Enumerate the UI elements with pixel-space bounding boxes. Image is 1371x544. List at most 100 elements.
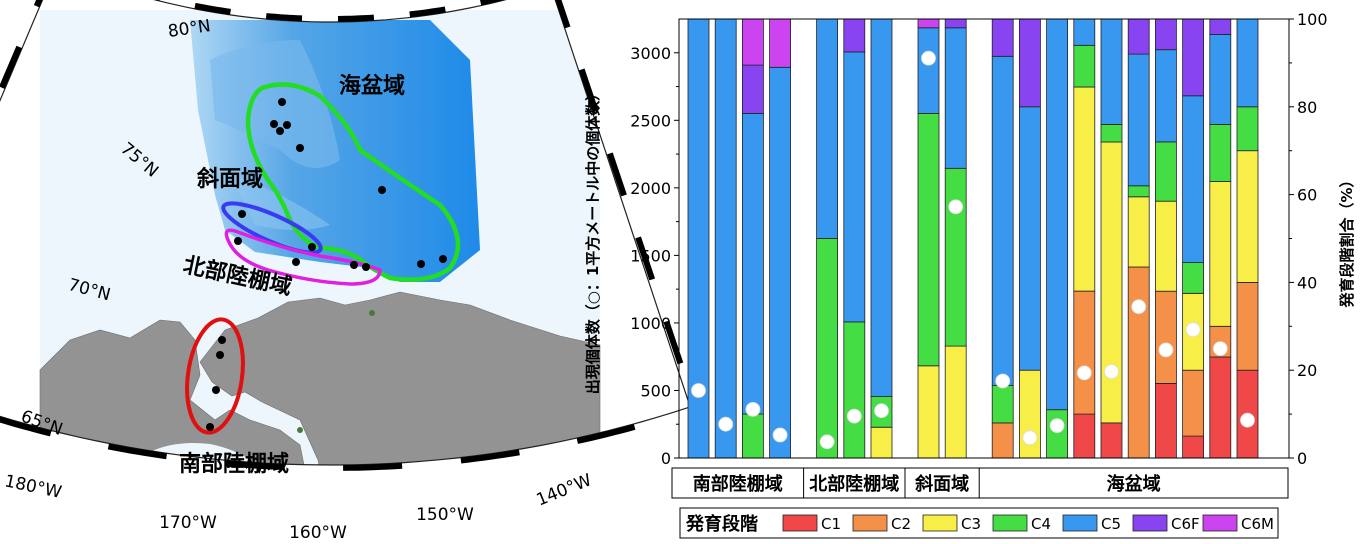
frame-dash [0,45,22,89]
bar-segment-c4 [1182,262,1204,294]
frame-dash [33,0,43,8]
frame-dash [460,449,520,464]
legend-swatch-c1 [782,514,818,532]
legend-swatch-c6f [1132,514,1168,532]
count-marker [718,416,734,432]
siberia-land [39,319,311,465]
count-marker [745,401,761,417]
bar-segment-c6f [843,18,866,53]
lon-label-160: 160°W [289,523,347,543]
bar-segment-c5 [1155,49,1177,143]
bar-segment-c6f [1209,18,1232,35]
bar-segment-c4 [1127,185,1150,198]
count-marker [921,50,936,66]
count-marker [1104,364,1119,380]
group-label: 北部陸棚域 [809,473,899,495]
y-tick-label: 0 [661,449,671,468]
legend-label-c6m: C6M [1241,515,1274,533]
frame-dash [265,13,303,22]
legend-swatch-c4 [992,514,1028,532]
legend-swatch-c2 [852,514,888,532]
y-axis-left: 0 500 1000 1500 2000 2500 3000 [630,44,679,468]
north-shelf-region-outline [224,228,382,286]
frame-dash [409,6,446,18]
bar-segment-c3 [1209,180,1232,327]
bar-segment-c6f [1127,18,1150,55]
lon-label-180: 180°W [3,471,64,503]
count-markers-layer [691,50,1255,450]
bar-segment-c4 [1100,124,1123,143]
y2-tick-label: 40 [1297,273,1317,292]
legend-label-c2: C2 [891,515,911,533]
bar-segment-c1 [1073,413,1096,459]
island-marker [297,427,303,433]
group-label-bar: 南部陸棚域 北部陸棚域 斜面域 海盆域 [671,467,1289,499]
legend-label-c1: C1 [821,515,841,533]
bar-segment-c6f [1182,18,1204,97]
bar-segment-c4 [1073,44,1096,88]
bar-segment-c6m [769,18,791,68]
bar-segment-c6f [742,64,764,114]
bar-segment-c6m [917,18,940,29]
count-marker [1158,342,1174,358]
bar-segment-c3 [1127,196,1150,268]
frame-dashes [0,0,684,471]
bar-segment-c6f [1155,18,1177,51]
y-tick-label: 1000 [630,314,671,333]
frame-dash [337,14,375,22]
bar-segment-c3 [870,426,893,459]
count-marker [1212,341,1228,357]
bar-segment-c4 [742,413,764,459]
south-shelf-region-label: 南部陸棚域 [179,451,289,477]
legend-label-c5: C5 [1101,515,1121,533]
frame-dash [194,2,231,15]
y2-tick-label: 20 [1297,361,1317,380]
legend-label-c3: C3 [961,515,981,533]
frame-dash [0,416,52,437]
bar-segment-c4 [1155,141,1177,202]
bar-segment-c2 [1127,266,1150,459]
station-dots [206,98,447,431]
bar-segment-c4 [917,113,940,367]
count-marker [1076,365,1092,381]
slope-region-label: 斜面域 [196,166,263,192]
frame-dash [576,423,636,444]
bar-segment-c4 [991,385,1014,424]
legend-box [679,507,1279,539]
bar-segment-c5 [1100,18,1123,125]
count-marker [819,434,835,450]
south-shelf-region-outline [185,317,245,435]
y2-tick-label: 0 [1297,449,1307,468]
y2-tick-label: 100 [1297,10,1328,29]
frame-dash [343,462,403,471]
bars-layer [687,18,1259,459]
bar-segment-c5 [1182,95,1204,264]
bar-segment-c5 [1236,18,1259,108]
legend-label-c4: C4 [1031,515,1051,533]
bar-segment-c2 [1182,369,1204,437]
bar-segment-c5 [1073,18,1096,46]
bar-segment-c5 [991,55,1014,386]
bar-segment-c4 [944,167,967,347]
bar-segment-c5 [1046,18,1068,411]
bar-segment-c3 [1073,86,1096,292]
bar-segment-c3 [1155,200,1177,292]
frame-dash [555,0,571,29]
legend-swatch-c5 [1062,514,1098,532]
count-marker [772,427,788,443]
chukchi-plateau [210,40,340,168]
slope-region-outline [221,201,323,255]
y-axis-right: 0 20 40 60 80 100 [1289,10,1328,468]
bar-segment-c2 [1236,281,1259,371]
bar-segment-c5 [1209,34,1232,125]
bar-segment-c6m [742,18,764,66]
bar-segment-c1 [1209,356,1232,459]
bar-segment-c3 [1236,150,1259,283]
bar-segment-c5 [944,27,967,169]
count-marker [1049,418,1065,434]
count-marker [691,383,706,398]
count-marker [874,403,889,419]
count-marker [1240,412,1255,428]
y-tick-label: 1500 [630,246,671,265]
